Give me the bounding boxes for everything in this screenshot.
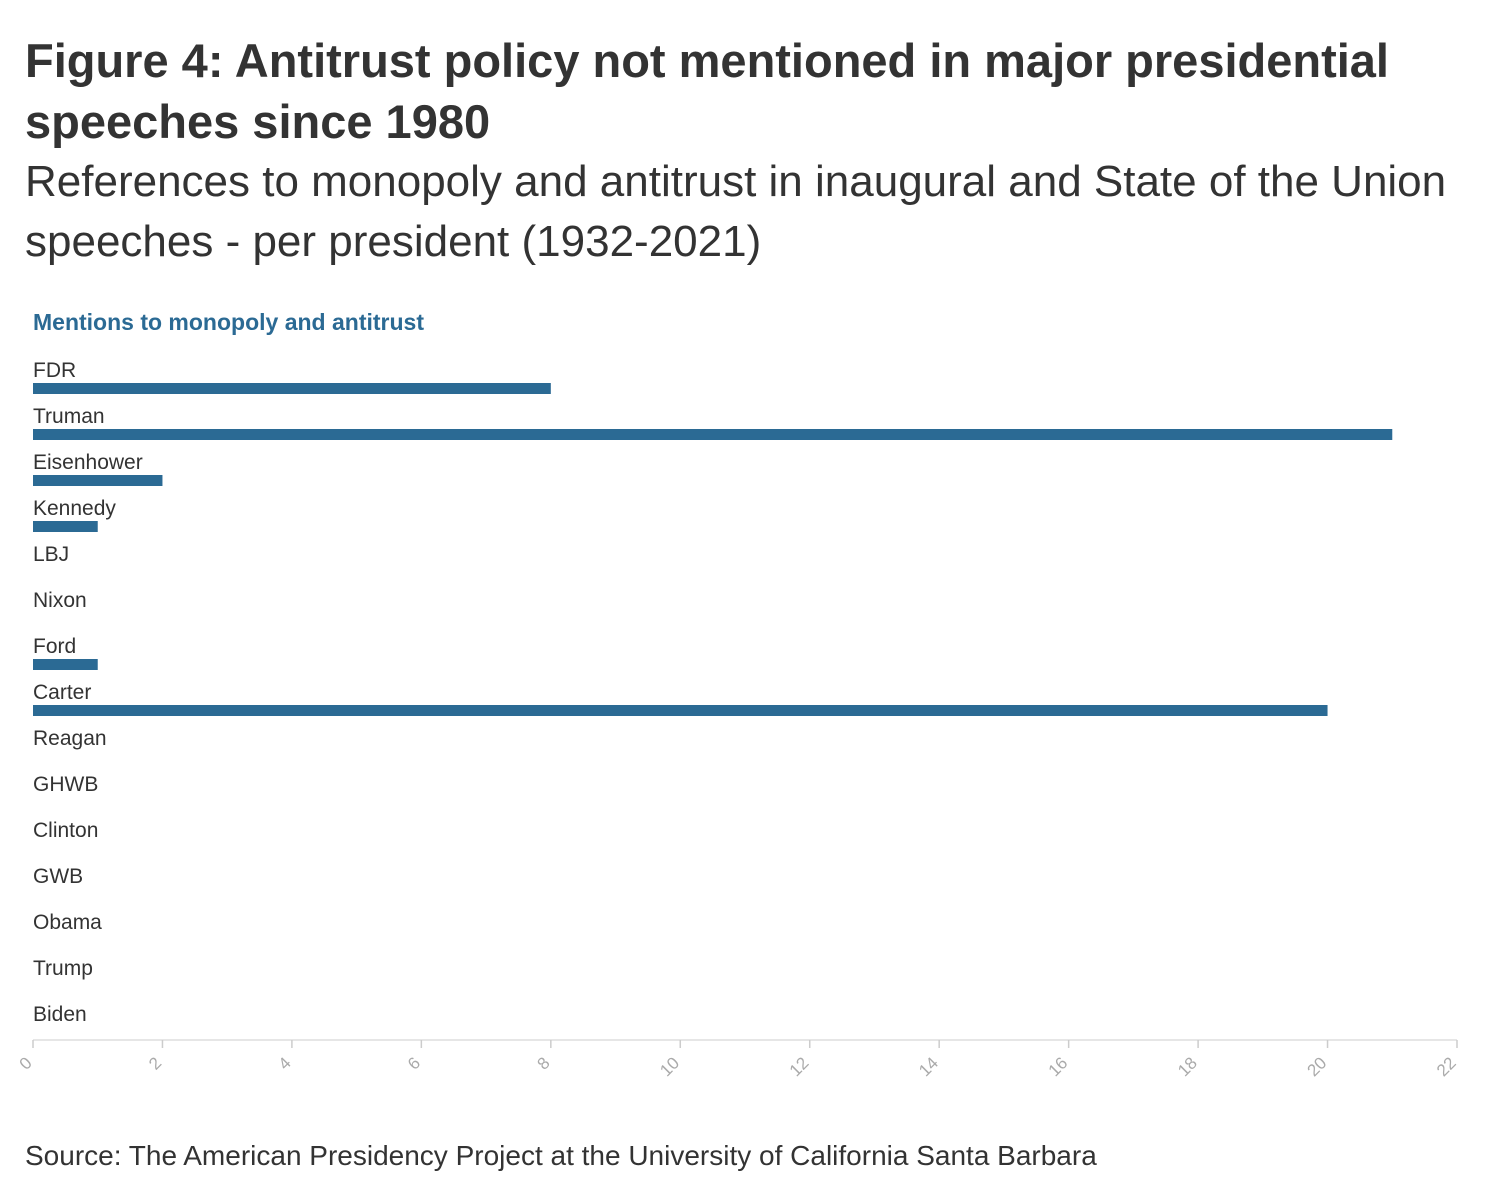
- category-label: Nixon: [33, 589, 87, 612]
- bars-layer: FDR Truman Eisenhower Kennedy LBJ Nixon Ford Ca…: [33, 359, 1393, 1026]
- bar: [33, 383, 551, 394]
- category-label: Biden: [33, 1003, 87, 1026]
- category-label: Carter: [33, 681, 91, 704]
- x-tick-label: 6: [404, 1053, 424, 1073]
- bar-chart: Mentions to monopoly and antitrust FDR Tr…: [16, 309, 1460, 1080]
- bar: [33, 475, 163, 486]
- chart-title: Figure 4: Antitrust policy not mentioned…: [25, 34, 1389, 148]
- bar: [33, 659, 98, 670]
- category-label: Truman: [33, 405, 105, 428]
- category-label: Reagan: [33, 727, 107, 750]
- x-tick-label: 12: [786, 1053, 813, 1080]
- x-tick-label: 2: [145, 1053, 165, 1073]
- category-label: Ford: [33, 635, 76, 658]
- x-tick-label: 20: [1304, 1053, 1331, 1080]
- category-label: Trump: [33, 957, 93, 980]
- bar: [33, 521, 98, 532]
- x-tick-label: 4: [275, 1053, 295, 1073]
- x-axis: 0 2 4 6 8 10 12 14 16 18 20 22: [16, 1039, 1460, 1080]
- x-tick-label: 10: [656, 1053, 683, 1080]
- bar: [33, 705, 1328, 716]
- bar: [33, 429, 1393, 440]
- x-tick-label: 18: [1174, 1053, 1201, 1080]
- category-label: GWB: [33, 865, 83, 888]
- source-note: Source: The American Presidency Project …: [25, 1140, 1097, 1171]
- x-tick-label: 8: [534, 1053, 554, 1073]
- category-label: Obama: [33, 911, 102, 934]
- x-tick-label: 0: [16, 1053, 36, 1073]
- series-label: Mentions to monopoly and antitrust: [33, 309, 424, 335]
- category-label: Eisenhower: [33, 451, 143, 474]
- category-label: LBJ: [33, 543, 69, 566]
- x-tick-label: 16: [1045, 1053, 1072, 1080]
- x-tick-label: 14: [915, 1053, 942, 1080]
- category-label: GHWB: [33, 773, 98, 796]
- category-label: FDR: [33, 359, 76, 382]
- chart-subtitle: References to monopoly and antitrust in …: [25, 157, 1447, 266]
- category-label: Kennedy: [33, 497, 116, 520]
- category-label: Clinton: [33, 819, 98, 842]
- x-tick-label: 22: [1433, 1053, 1460, 1080]
